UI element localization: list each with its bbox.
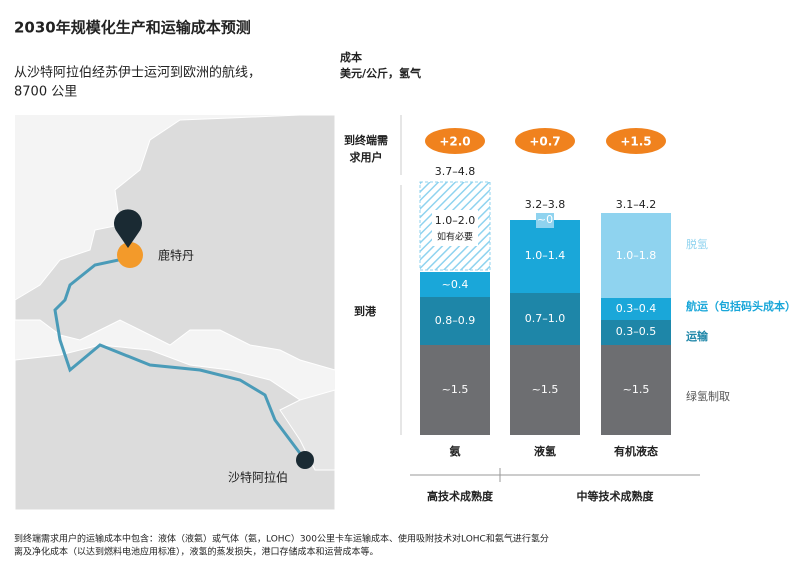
map-label: 鹿特丹 <box>158 248 194 263</box>
segment-label: 0.8–0.9 <box>435 314 476 327</box>
segment-label: 0.7–1.0 <box>525 312 566 325</box>
column: +1.5 3.1–4.2 1.0–1.8 0.3–0.4 0.3–0.5 ~1.… <box>601 128 671 458</box>
map: 鹿特丹 沙特阿拉伯 <box>14 114 336 511</box>
total: 3.2–3.8 <box>525 198 566 211</box>
legend-item: 航运（包括码头成本） <box>686 299 796 313</box>
segment-label: ~1.5 <box>532 383 559 396</box>
segment-note: 如有必要 <box>437 231 473 243</box>
column-name: 氨 <box>450 444 461 458</box>
row-label: 到终端需 <box>344 133 388 147</box>
row-label: 求用户 <box>350 150 383 164</box>
column: +0.7 3.2–3.8 ~0 1.0–1.4 0.7–1.0 ~1.5 液氢 <box>510 128 580 458</box>
segment-label: 1.0–1.4 <box>525 249 566 262</box>
unit-label: 美元/公斤，氢气 <box>340 66 421 80</box>
delta: +1.5 <box>620 135 651 149</box>
footnote: 离及净化成本（以达到燃料电池应用标准），液氢的蒸发损失，港口存储成本和运营成本等… <box>14 546 379 558</box>
unit-label: 成本 <box>340 50 362 64</box>
delta: +2.0 <box>439 135 470 149</box>
maturity-label: 中等技术成熟度 <box>577 489 655 503</box>
segment-label: ~0 <box>537 213 553 226</box>
subtitle: 从沙特阿拉伯经苏伊士运河到欧洲的航线， <box>14 65 261 81</box>
total: 3.7–4.8 <box>435 165 476 178</box>
segment-label: 1.0–2.0 <box>435 214 476 227</box>
delta: +0.7 <box>529 135 560 149</box>
segment-label: 0.3–0.5 <box>616 325 657 338</box>
footnote: 到终端需求用户的运输成本中包含：液体（液氨）或气体（氨，LOHC）300公里卡车… <box>14 533 549 545</box>
total: 3.1–4.2 <box>616 198 657 211</box>
column-name: 有机液态 <box>614 444 658 458</box>
segment-label: 0.3–0.4 <box>616 302 657 315</box>
column: +2.0 3.7–4.8 1.0–2.0 如有必要 ~0.4 0.8–0.9 ~… <box>419 128 491 458</box>
legend-item: 绿氢制取 <box>686 389 730 403</box>
title: 2030年规模化生产和运输成本预测 <box>14 19 251 37</box>
legend-item: 脱氢 <box>686 237 708 251</box>
segment-label: ~1.5 <box>623 383 650 396</box>
column-name: 液氢 <box>534 444 556 458</box>
segment-label: 1.0–1.8 <box>616 249 657 262</box>
row-label: 到港 <box>354 304 377 318</box>
segment-label: ~0.4 <box>442 278 469 291</box>
map-label: 沙特阿拉伯 <box>228 470 288 485</box>
subtitle: 8700 公里 <box>14 85 77 100</box>
legend-item: 运输 <box>686 329 709 343</box>
maturity-label: 高技术成熟度 <box>427 489 494 503</box>
segment-label: ~1.5 <box>442 383 469 396</box>
